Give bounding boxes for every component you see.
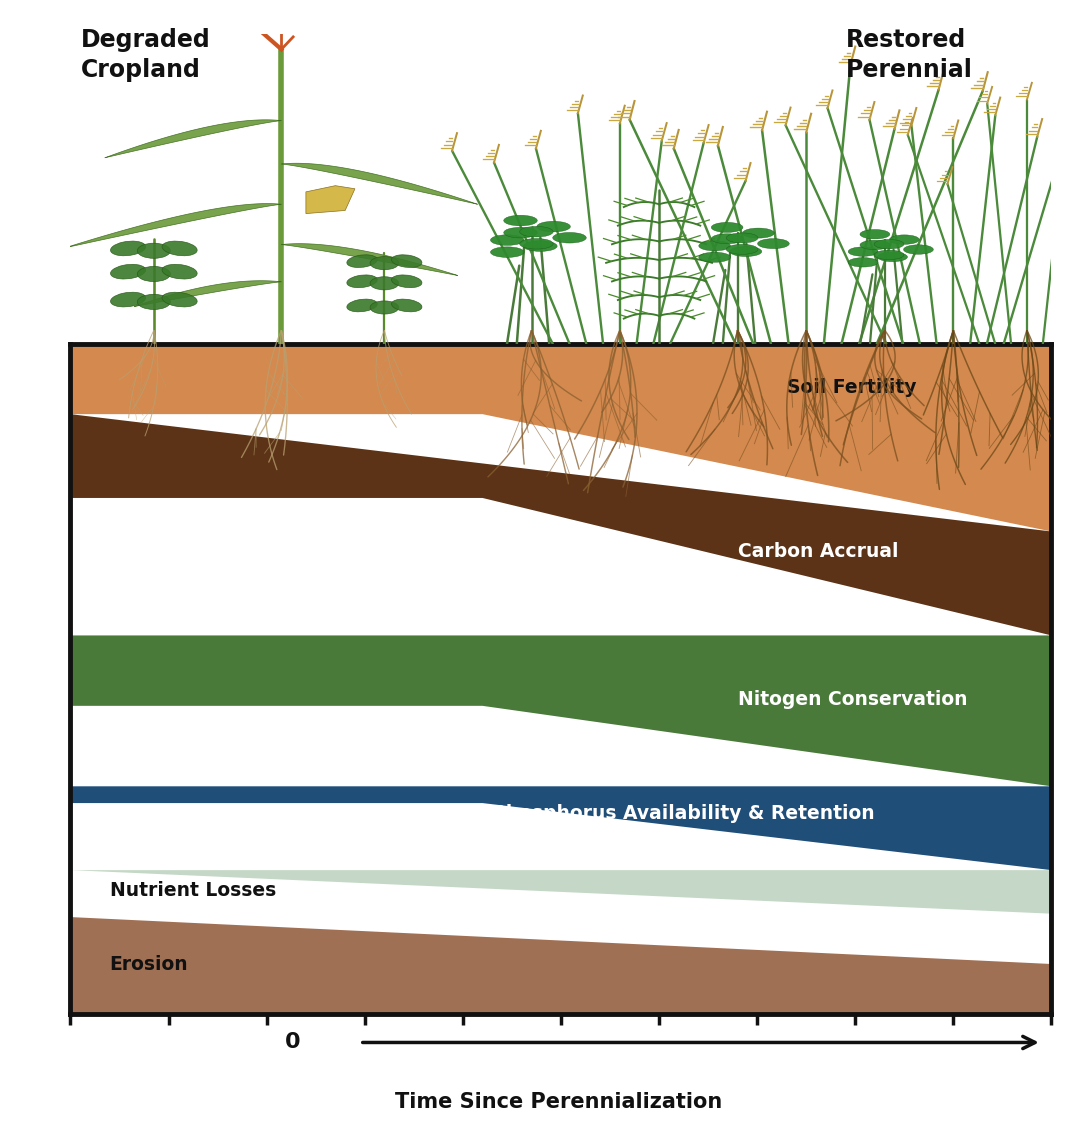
Ellipse shape xyxy=(347,255,377,267)
Ellipse shape xyxy=(138,266,170,282)
Text: Nutrient Losses: Nutrient Losses xyxy=(109,880,276,899)
Ellipse shape xyxy=(874,239,904,249)
Ellipse shape xyxy=(490,234,524,246)
Ellipse shape xyxy=(848,247,878,256)
Ellipse shape xyxy=(162,241,197,256)
Ellipse shape xyxy=(370,301,399,314)
Ellipse shape xyxy=(889,234,919,245)
Ellipse shape xyxy=(504,215,538,225)
Ellipse shape xyxy=(504,228,538,238)
Ellipse shape xyxy=(848,258,878,267)
Ellipse shape xyxy=(370,257,399,269)
Ellipse shape xyxy=(111,241,145,256)
Ellipse shape xyxy=(730,247,762,257)
Ellipse shape xyxy=(699,241,731,251)
Polygon shape xyxy=(70,787,1051,870)
Text: Restored
Perennial: Restored Perennial xyxy=(846,28,972,82)
Polygon shape xyxy=(134,281,282,307)
Ellipse shape xyxy=(111,292,145,307)
Polygon shape xyxy=(70,414,1051,636)
Polygon shape xyxy=(282,243,457,276)
Ellipse shape xyxy=(711,222,743,232)
Ellipse shape xyxy=(138,294,170,310)
Ellipse shape xyxy=(553,232,586,243)
Ellipse shape xyxy=(391,255,422,267)
Ellipse shape xyxy=(860,240,890,250)
Text: Soil Fertility: Soil Fertility xyxy=(787,378,916,397)
Polygon shape xyxy=(70,344,1051,532)
Ellipse shape xyxy=(519,227,553,237)
Ellipse shape xyxy=(524,241,557,251)
Text: 0: 0 xyxy=(285,1032,300,1053)
Ellipse shape xyxy=(699,252,731,263)
Ellipse shape xyxy=(860,230,890,239)
Ellipse shape xyxy=(904,245,933,255)
Ellipse shape xyxy=(138,243,170,258)
Ellipse shape xyxy=(519,239,553,249)
Polygon shape xyxy=(306,186,354,214)
Ellipse shape xyxy=(162,292,197,307)
Polygon shape xyxy=(70,870,1051,914)
Ellipse shape xyxy=(878,252,907,261)
Polygon shape xyxy=(70,917,1051,1014)
Polygon shape xyxy=(105,119,282,158)
Ellipse shape xyxy=(347,275,377,287)
Ellipse shape xyxy=(391,275,422,287)
Ellipse shape xyxy=(111,265,145,279)
Ellipse shape xyxy=(391,299,422,312)
Text: Erosion: Erosion xyxy=(109,955,189,974)
Text: Phosphorus Availability & Retention: Phosphorus Availability & Retention xyxy=(492,804,875,823)
Ellipse shape xyxy=(537,221,570,232)
Ellipse shape xyxy=(347,299,377,312)
Text: Carbon Accrual: Carbon Accrual xyxy=(737,542,898,561)
Text: Degraded
Cropland: Degraded Cropland xyxy=(81,28,211,82)
Ellipse shape xyxy=(162,265,197,279)
Polygon shape xyxy=(70,636,1051,787)
Ellipse shape xyxy=(711,233,743,243)
Polygon shape xyxy=(65,204,282,248)
Ellipse shape xyxy=(370,277,399,290)
Ellipse shape xyxy=(726,245,758,255)
Text: Nitogen Conservation: Nitogen Conservation xyxy=(737,690,967,709)
Ellipse shape xyxy=(758,239,789,249)
Ellipse shape xyxy=(874,250,904,259)
Ellipse shape xyxy=(490,247,524,257)
Text: Time Since Perennialization: Time Since Perennialization xyxy=(395,1092,722,1112)
Polygon shape xyxy=(282,163,478,204)
Ellipse shape xyxy=(726,233,758,243)
Ellipse shape xyxy=(743,228,774,238)
